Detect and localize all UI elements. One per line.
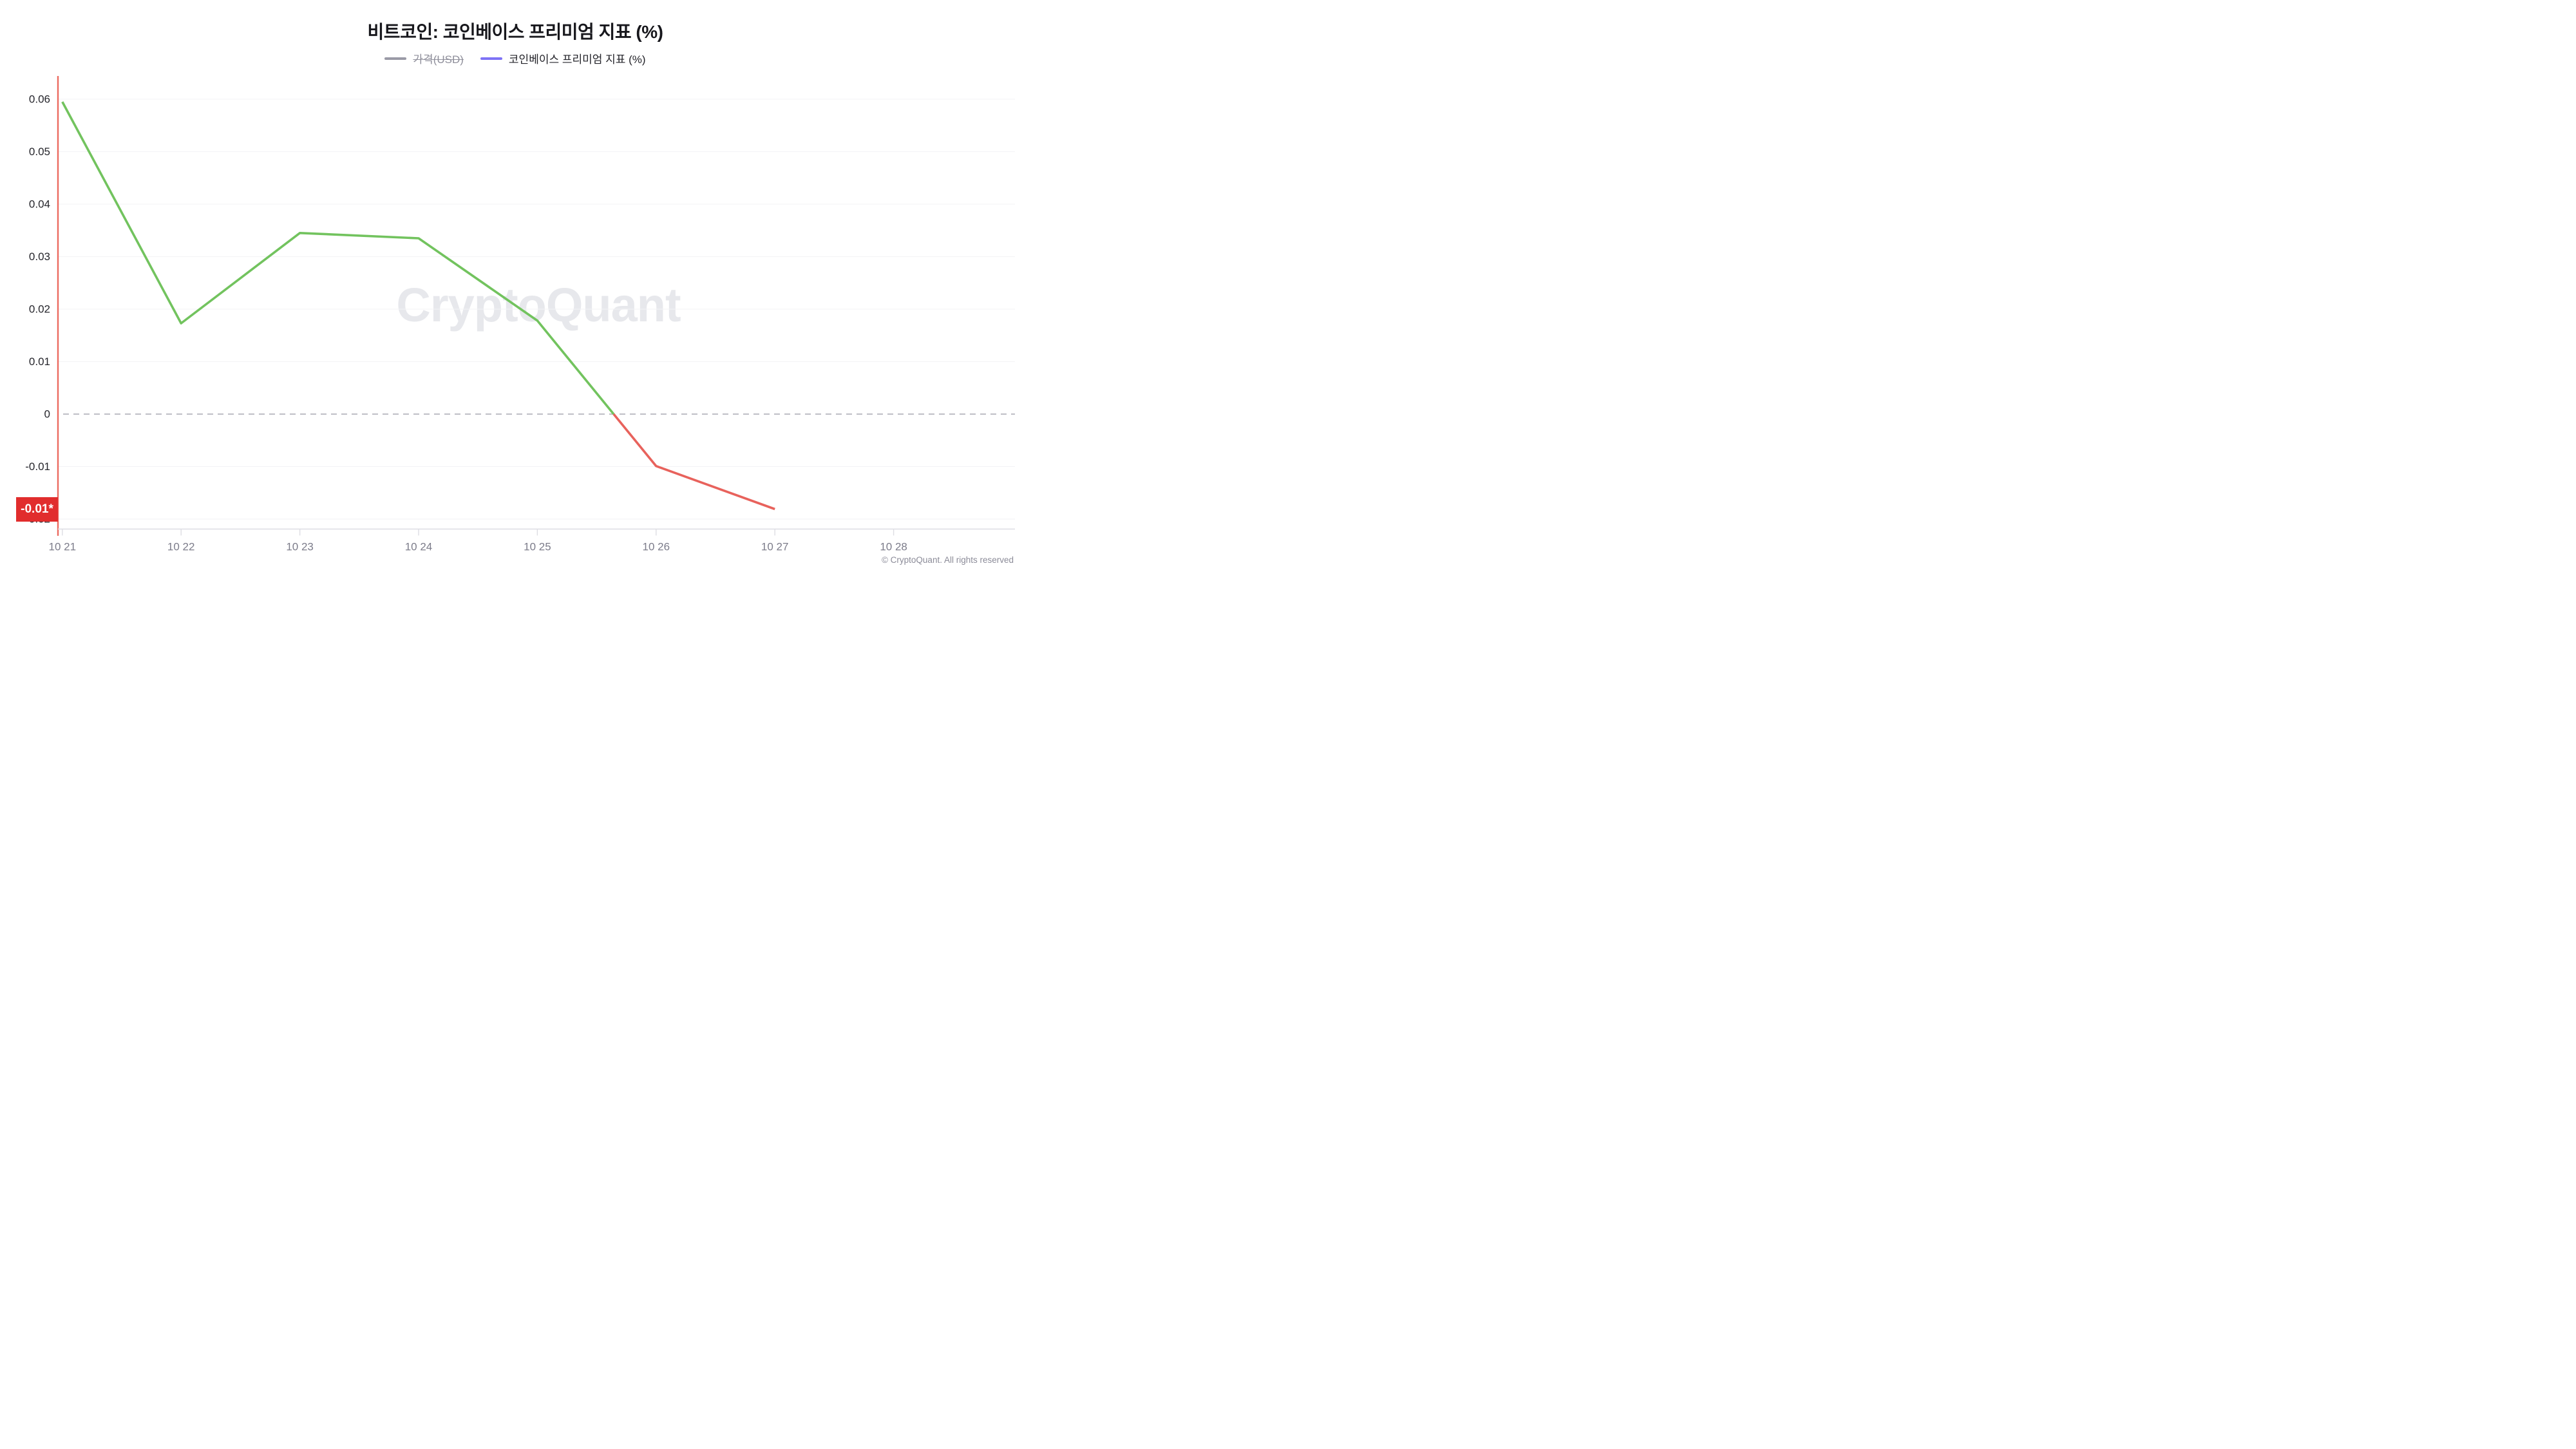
y-axis-label: 0.01 <box>29 355 50 368</box>
x-axis-label: 10 22 <box>167 541 195 553</box>
y-axis-label: 0.03 <box>29 251 50 263</box>
y-axis-label: 0.06 <box>29 93 50 106</box>
x-axis-label: 10 27 <box>761 541 789 553</box>
chart-legend: 가격(USD) 코인베이스 프리미엄 지표 (%) <box>0 50 1030 66</box>
page-title: 비트코인: 코인베이스 프리미엄 지표 (%) <box>367 22 663 42</box>
x-axis-label: 10 23 <box>286 541 314 553</box>
x-axis-label: 10 28 <box>880 541 907 553</box>
y-axis-label: -0.01 <box>25 460 50 473</box>
legend-price-label: 가격(USD) <box>413 53 464 66</box>
x-axis-label: 10 21 <box>49 541 77 553</box>
legend-item-price-usd[interactable]: 가격(USD) <box>384 50 464 66</box>
chart-canvas[interactable]: 0.060.050.040.030.020.010-0.01-0.0210 21… <box>0 0 1030 580</box>
last-value-badge: -0.01* <box>16 497 58 522</box>
premium-series-line <box>612 413 775 511</box>
y-axis-label: 0.02 <box>29 303 50 316</box>
x-axis-label: 10 25 <box>524 541 551 553</box>
y-axis-label: 0.05 <box>29 146 50 158</box>
legend-item-coinbase-premium[interactable]: 코인베이스 프리미엄 지표 (%) <box>480 50 646 66</box>
legend-premium-line-icon <box>480 57 502 60</box>
premium-series-line <box>61 101 615 415</box>
legend-premium-label: 코인베이스 프리미엄 지표 (%) <box>508 53 646 66</box>
y-axis-label: 0 <box>44 408 50 421</box>
y-axis-label: 0.04 <box>29 198 50 211</box>
copyright-text: © CryptoQuant. All rights reserved <box>881 555 1014 565</box>
legend-price-line-icon <box>384 57 407 60</box>
x-axis-label: 10 24 <box>405 541 433 553</box>
x-axis-label: 10 26 <box>643 541 670 553</box>
